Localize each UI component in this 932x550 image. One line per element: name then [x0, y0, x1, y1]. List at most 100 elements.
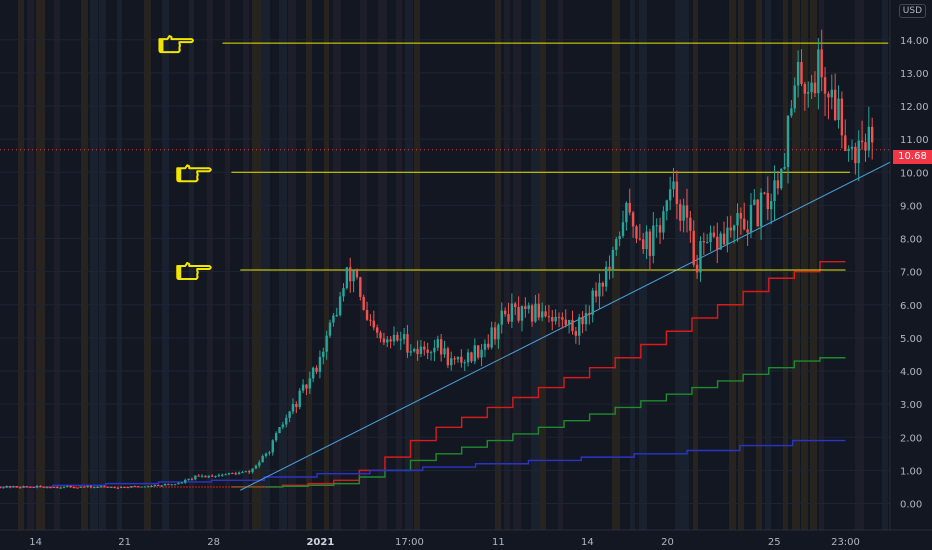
candle-body — [463, 362, 466, 364]
blue-step-line — [0, 439, 846, 488]
candle-body — [534, 303, 537, 322]
candle-body — [187, 478, 190, 480]
candle-body — [679, 204, 682, 221]
candle-body — [540, 311, 544, 318]
candle-body — [493, 327, 497, 340]
y-tick-label: 9.00 — [900, 201, 922, 212]
candle-body — [423, 346, 426, 350]
session-stripe — [801, 0, 808, 530]
candle-body — [288, 411, 291, 418]
candle-body — [281, 424, 285, 428]
candle-body — [413, 349, 416, 352]
candle-body — [726, 227, 729, 245]
candle-body — [662, 211, 665, 233]
candle-body — [359, 277, 362, 297]
pointing-hand-icon — [176, 164, 212, 183]
candle-body — [692, 230, 695, 265]
candle-body — [460, 356, 463, 363]
candle-body — [382, 338, 386, 343]
candle-body — [379, 332, 382, 339]
candle-body — [8, 485, 12, 488]
candle-body — [436, 339, 439, 348]
candle-body — [194, 475, 197, 480]
candle-body — [567, 319, 571, 325]
session-stripe — [162, 0, 169, 530]
candle-body — [123, 487, 126, 489]
candle-body — [86, 485, 89, 487]
candle-body — [628, 202, 631, 213]
candle-body — [864, 142, 867, 151]
candle-body — [429, 352, 433, 354]
candle-body — [109, 487, 113, 489]
candle-body — [197, 475, 200, 477]
y-tick-label: 6.00 — [900, 301, 922, 312]
candle-body — [773, 180, 776, 202]
currency-label[interactable]: USD — [898, 4, 926, 18]
candle-body — [221, 474, 224, 476]
candle-body — [450, 358, 453, 366]
candle-body — [672, 181, 675, 190]
y-tick-label: 1.00 — [900, 466, 922, 477]
candle-body — [325, 335, 328, 352]
candle-body — [305, 384, 308, 389]
candle-body — [712, 232, 716, 237]
candle-body — [732, 225, 736, 231]
candle-body — [749, 204, 753, 233]
candle-body — [810, 82, 813, 93]
candle-body — [318, 356, 322, 372]
candle-body — [241, 472, 244, 474]
candle-body — [476, 345, 480, 358]
candle-body — [234, 473, 237, 475]
session-stripe — [675, 0, 684, 530]
candle-body — [594, 290, 598, 297]
candle-body — [146, 486, 150, 488]
candle-body — [480, 349, 483, 358]
candle-body — [157, 484, 160, 486]
candle-body — [581, 317, 584, 325]
candle-body — [611, 249, 615, 270]
candle-body — [648, 231, 652, 256]
candle-body — [820, 49, 823, 78]
candle-body — [857, 140, 860, 164]
candle-body — [200, 475, 204, 477]
candle-body — [487, 343, 490, 348]
candle-body — [143, 486, 147, 488]
session-stripe — [81, 0, 88, 530]
candle-body — [675, 181, 679, 205]
candle-body — [32, 487, 35, 489]
session-stripe — [279, 0, 287, 530]
candle-body — [507, 314, 510, 322]
candle-body — [719, 233, 722, 250]
candle-body — [665, 200, 668, 212]
candle-body — [497, 324, 500, 340]
candle-body — [604, 266, 608, 287]
candle-body — [588, 313, 591, 315]
candle-body — [190, 478, 194, 480]
session-stripe — [405, 0, 413, 530]
candle-body — [803, 83, 807, 94]
candle-body — [89, 485, 93, 488]
candle-body — [227, 473, 231, 475]
candle-body — [621, 222, 625, 237]
candle-body — [598, 282, 601, 297]
candle-body — [116, 487, 120, 489]
candle-body — [231, 473, 234, 475]
candle-body — [224, 474, 227, 476]
y-tick-label: 5.00 — [900, 334, 922, 345]
candle-body — [796, 62, 800, 86]
y-tick-label: 11.00 — [900, 135, 929, 146]
session-stripe — [495, 0, 501, 530]
candle-body — [564, 319, 567, 325]
candle-body — [510, 303, 514, 322]
candle-body — [786, 115, 790, 167]
candle-body — [668, 189, 672, 201]
candle-body — [136, 486, 140, 488]
candle-body — [456, 356, 460, 360]
candle-body — [345, 267, 349, 289]
candle-body — [133, 486, 136, 488]
candle-body — [362, 296, 365, 310]
candle-body — [150, 486, 153, 488]
candle-body — [375, 327, 379, 333]
